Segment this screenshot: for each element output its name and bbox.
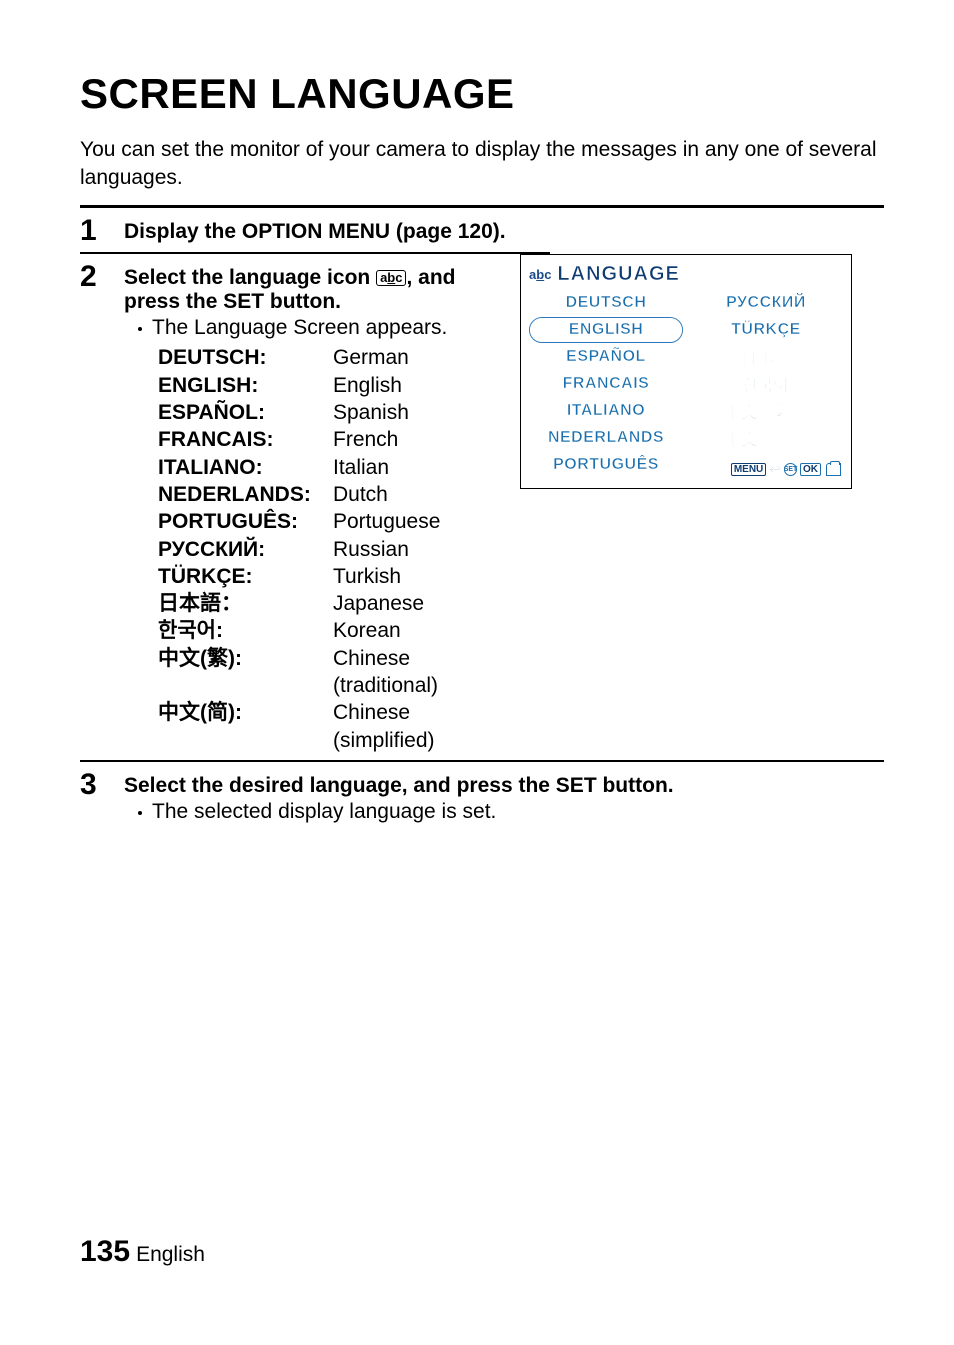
camera-lcd-screenshot: abc LANGUAGE DEUTSCHРУССКИЙENGLISHTÜRKÇE…	[520, 254, 852, 489]
page-number: 135	[80, 1235, 130, 1268]
lcd-language-option: NEDERLANDS	[529, 425, 683, 451]
intro-text: You can set the monitor of your camera t…	[80, 136, 884, 191]
lcd-language-option: 中文（简）	[689, 425, 843, 451]
lcd-title-text: LANGUAGE	[557, 263, 679, 286]
language-value: Korean	[333, 617, 401, 644]
language-key: 中文(简):	[158, 699, 333, 754]
lcd-language-option: ESPAÑOL	[529, 344, 683, 370]
language-key: NEDERLANDS:	[158, 481, 333, 508]
language-value: German	[333, 344, 409, 371]
language-row: РУССКИЙ:Russian	[158, 536, 504, 563]
lcd-language-option: PORTUGUÊS	[529, 452, 683, 478]
language-value: Japanese	[333, 590, 424, 617]
step-3-bullet: The selected display language is set.	[124, 800, 884, 824]
page-title: SCREEN LANGUAGE	[80, 70, 884, 118]
language-row: TÜRKÇE:Turkish	[158, 563, 504, 590]
language-key: PORTUGUÊS:	[158, 508, 333, 535]
step-number: 3	[80, 768, 124, 800]
lcd-language-option: ITALIANO	[529, 398, 683, 424]
lcd-language-option: 中文（繁）	[689, 398, 843, 424]
step-1: 1 Display the OPTION MENU (page 120).	[80, 208, 884, 252]
lcd-footer: MENU ↩ SET OK	[731, 461, 841, 478]
language-row: PORTUGUÊS:Portuguese	[158, 508, 504, 535]
step-number: 2	[80, 260, 124, 292]
set-circle-icon: SET	[784, 463, 797, 476]
step-number: 1	[80, 214, 124, 246]
language-row: 中文(繁):Chinese (traditional)	[158, 645, 504, 700]
language-key: ESPAÑOL:	[158, 399, 333, 426]
bullet-icon	[138, 327, 142, 331]
language-definition-list: DEUTSCH:GermanENGLISH:EnglishESPAÑOL:Spa…	[124, 344, 504, 753]
lcd-language-option: FRANCAIS	[529, 371, 683, 397]
lcd-language-grid: DEUTSCHРУССКИЙENGLISHTÜRKÇEESPAÑOL日本語FRA…	[527, 290, 845, 480]
language-row: 中文(简):Chinese (simplified)	[158, 699, 504, 754]
step-2-bullet-text: The Language Screen appears.	[152, 316, 447, 340]
language-value: French	[333, 426, 398, 453]
bullet-icon	[138, 811, 142, 815]
language-key: 中文(繁):	[158, 645, 333, 700]
page-footer: 135 English	[80, 1235, 205, 1269]
language-value: Spanish	[333, 399, 409, 426]
lcd-language-option: ENGLISH	[529, 317, 683, 343]
language-key: ITALIANO:	[158, 454, 333, 481]
step-3-bullet-text: The selected display language is set.	[152, 800, 496, 824]
tab-icon	[826, 463, 841, 476]
language-row: 한국어:Korean	[158, 617, 504, 644]
step-2: 2 Select the language icon abc, and pres…	[80, 254, 884, 759]
language-key: DEUTSCH:	[158, 344, 333, 371]
language-key: TÜRKÇE:	[158, 563, 333, 590]
language-key: FRANCAIS:	[158, 426, 333, 453]
language-row: NEDERLANDS:Dutch	[158, 481, 504, 508]
language-value: Russian	[333, 536, 409, 563]
lcd-title: abc LANGUAGE	[527, 263, 845, 286]
step-2-bullet: The Language Screen appears.	[124, 316, 504, 340]
language-key: 한국어:	[158, 617, 333, 644]
language-row: ITALIANO:Italian	[158, 454, 504, 481]
page-footer-label: English	[136, 1243, 205, 1266]
step-3-text: Select the desired language, and press t…	[124, 774, 674, 797]
back-arrow-icon: ↩	[769, 461, 781, 478]
language-row: DEUTSCH:German	[158, 344, 504, 371]
lcd-language-option: РУССКИЙ	[689, 290, 843, 316]
language-value: Chinese (simplified)	[333, 699, 504, 754]
language-key: РУССКИЙ:	[158, 536, 333, 563]
lcd-language-option: 日本語	[689, 344, 843, 370]
language-key: 日本語：	[158, 590, 333, 617]
step-2-text-a: Select the language icon	[124, 266, 376, 289]
step-3: 3 Select the desired language, and press…	[80, 762, 884, 830]
language-row: FRANCAIS:French	[158, 426, 504, 453]
step-1-text: Display the OPTION MENU (page 120).	[124, 220, 506, 243]
language-abc-icon: abc	[376, 270, 406, 286]
language-value: Italian	[333, 454, 389, 481]
language-key: ENGLISH:	[158, 372, 333, 399]
lcd-language-option: TÜRKÇE	[689, 317, 843, 343]
language-row: ENGLISH:English	[158, 372, 504, 399]
menu-tag: MENU	[731, 463, 766, 476]
language-value: Dutch	[333, 481, 388, 508]
language-abc-icon: abc	[527, 267, 553, 282]
lcd-language-option: 한국어	[689, 371, 843, 397]
language-value: Portuguese	[333, 508, 440, 535]
language-row: 日本語：Japanese	[158, 590, 504, 617]
lcd-language-option: DEUTSCH	[529, 290, 683, 316]
language-value: Chinese (traditional)	[333, 645, 504, 700]
ok-tag: OK	[800, 463, 821, 476]
language-row: ESPAÑOL:Spanish	[158, 399, 504, 426]
language-value: English	[333, 372, 402, 399]
language-value: Turkish	[333, 563, 401, 590]
